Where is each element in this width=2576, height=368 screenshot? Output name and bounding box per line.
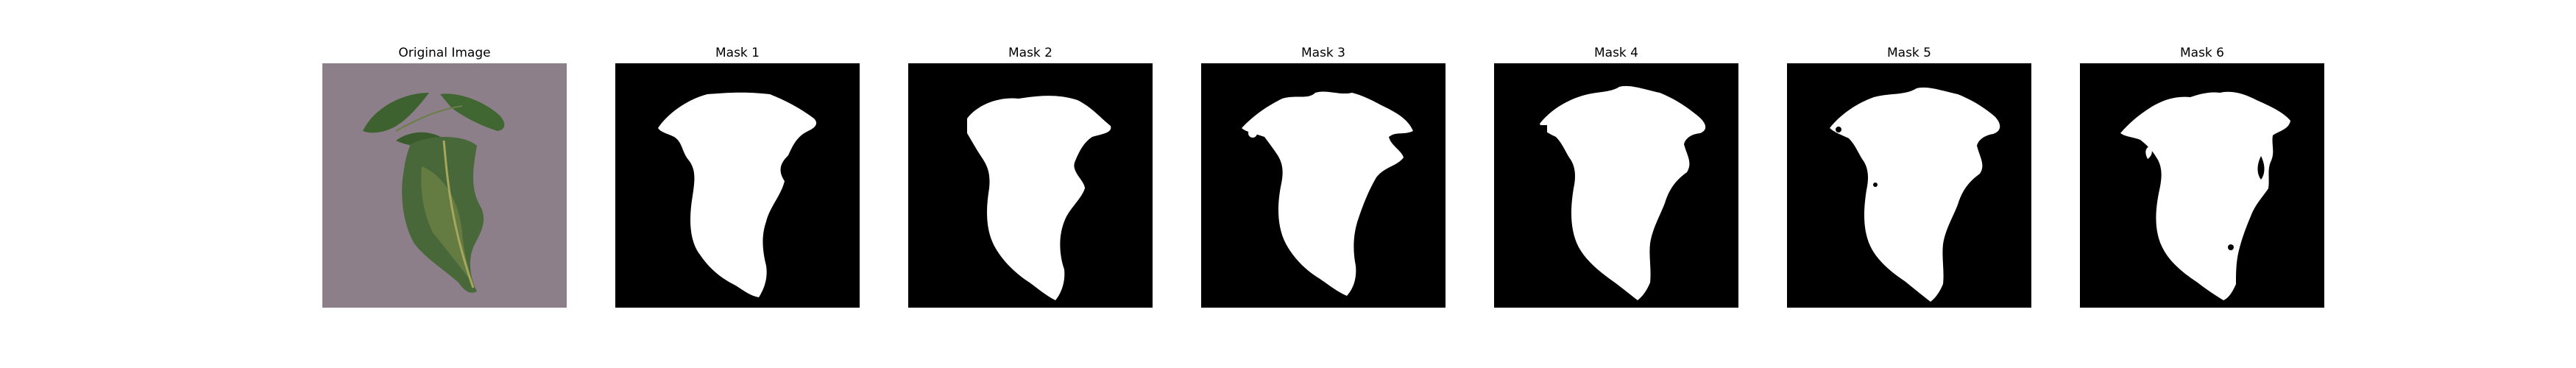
panel-mask-3: Mask 3 bbox=[1201, 43, 1446, 308]
panel-mask-6: Mask 6 bbox=[2080, 43, 2324, 308]
panel-mask-1: Mask 1 bbox=[615, 43, 860, 308]
panel-mask-4: Mask 4 bbox=[1494, 43, 1738, 308]
mask-image bbox=[1201, 63, 1446, 308]
panel-mask-5: Mask 5 bbox=[1787, 43, 2031, 308]
mask-image bbox=[1494, 63, 1738, 308]
original-leaf-photo bbox=[322, 63, 567, 308]
panel-title: Mask 5 bbox=[1886, 46, 1931, 60]
panel-title: Mask 3 bbox=[1301, 46, 1345, 60]
mask-image bbox=[2080, 63, 2324, 308]
panel-mask-2: Mask 2 bbox=[908, 43, 1153, 308]
panel-title: Mask 1 bbox=[715, 46, 760, 60]
mask-image bbox=[1787, 63, 2031, 308]
mask-image bbox=[615, 63, 860, 308]
panel-title: Mask 2 bbox=[1008, 46, 1052, 60]
panel-title: Original Image bbox=[398, 46, 491, 60]
panel-title: Mask 4 bbox=[1593, 46, 1638, 60]
panel-original-image: Original Image bbox=[322, 43, 567, 308]
mask-image bbox=[908, 63, 1153, 308]
panel-title: Mask 6 bbox=[2179, 46, 2224, 60]
